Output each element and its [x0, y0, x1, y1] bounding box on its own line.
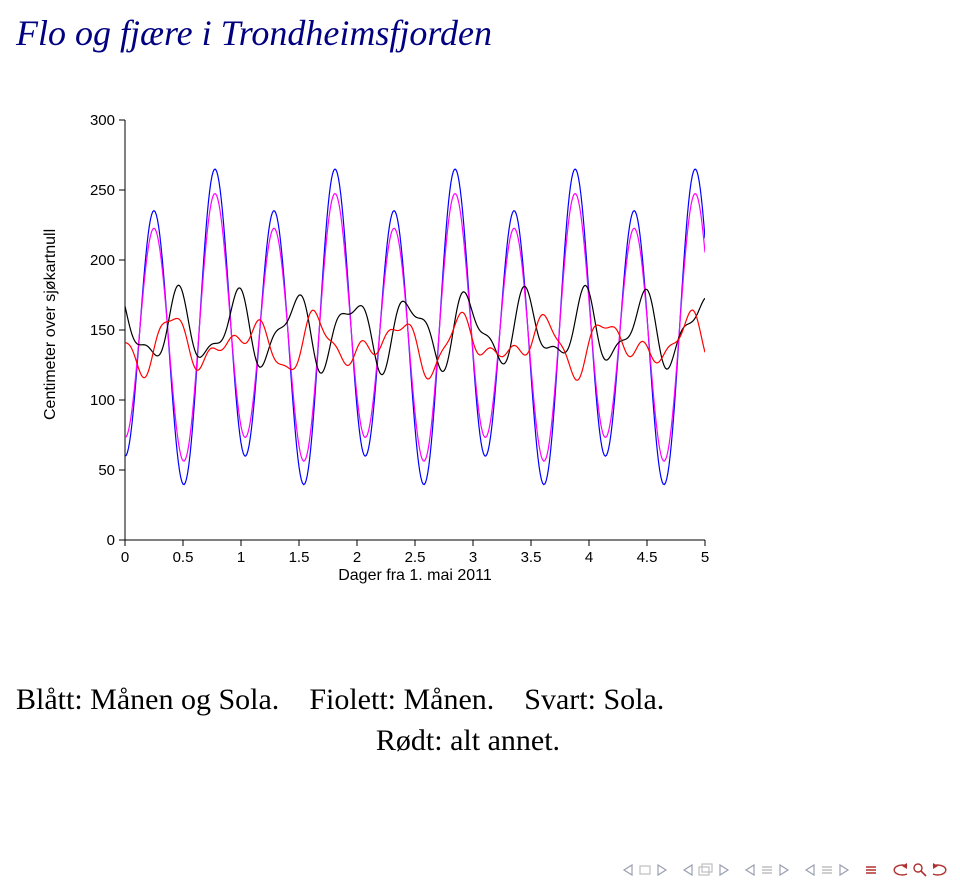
- nav-next-subsection-icon[interactable]: [836, 863, 850, 877]
- beamer-nav-bar: [622, 862, 948, 878]
- chart-svg: 00.511.522.533.544.55050100150200250300: [80, 115, 715, 585]
- svg-text:0.5: 0.5: [173, 549, 194, 566]
- nav-subsection-lines-icon[interactable]: [820, 863, 834, 877]
- nav-back-icon[interactable]: [892, 863, 910, 877]
- nav-prev-subsection-icon[interactable]: [804, 863, 818, 877]
- nav-next-slide-icon[interactable]: [654, 863, 668, 877]
- chart-legend-caption: Blått: Månen og Sola. Fiolett: Månen. Sv…: [16, 680, 920, 761]
- slide-page: Flo og fjære i Trondheimsfjorden 0 0.5 1 1.…: [0, 0, 960, 888]
- svg-text:4.5: 4.5: [637, 549, 658, 566]
- svg-text:300: 300: [90, 115, 115, 129]
- svg-text:1: 1: [237, 549, 245, 566]
- legend-blue: Blått: Månen og Sola.: [16, 683, 279, 716]
- svg-text:250: 250: [90, 182, 115, 199]
- nav-next-section-icon[interactable]: [776, 863, 790, 877]
- nav-frame-icon[interactable]: [698, 863, 714, 877]
- svg-text:50: 50: [98, 462, 115, 479]
- nav-slide-icon[interactable]: [638, 863, 652, 877]
- nav-section-lines-icon[interactable]: [760, 863, 774, 877]
- y-axis-label: Centimeter over sjøkartnull: [42, 229, 60, 420]
- nav-forward-icon[interactable]: [930, 863, 948, 877]
- svg-text:0: 0: [107, 532, 115, 549]
- tide-chart: 00.511.522.533.544.55050100150200250300: [80, 115, 715, 585]
- svg-text:3: 3: [469, 549, 477, 566]
- svg-text:2: 2: [353, 549, 361, 566]
- svg-text:1.5: 1.5: [289, 549, 310, 566]
- legend-red: Rødt: alt annet.: [16, 721, 920, 762]
- svg-text:3.5: 3.5: [521, 549, 542, 566]
- svg-text:200: 200: [90, 252, 115, 269]
- svg-text:0: 0: [121, 549, 129, 566]
- legend-violet: Fiolett: Månen.: [309, 683, 494, 716]
- svg-text:5: 5: [701, 549, 709, 566]
- nav-prev-section-icon[interactable]: [744, 863, 758, 877]
- nav-prev-frame-icon[interactable]: [682, 863, 696, 877]
- x-axis-label: Dager fra 1. mai 2011: [315, 567, 515, 585]
- svg-text:2.5: 2.5: [405, 549, 426, 566]
- legend-black: Svart: Sola.: [524, 683, 664, 716]
- nav-next-frame-icon[interactable]: [716, 863, 730, 877]
- svg-text:4: 4: [585, 549, 593, 566]
- nav-lines-red-icon[interactable]: [864, 863, 878, 877]
- page-title: Flo og fjære i Trondheimsfjorden: [16, 12, 492, 54]
- nav-search-icon[interactable]: [912, 862, 928, 878]
- svg-text:100: 100: [90, 392, 115, 409]
- svg-text:150: 150: [90, 322, 115, 339]
- nav-prev-slide-icon[interactable]: [622, 863, 636, 877]
